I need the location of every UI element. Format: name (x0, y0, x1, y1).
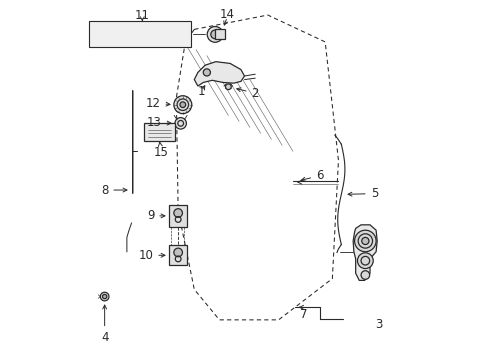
Polygon shape (112, 30, 135, 40)
Polygon shape (194, 62, 244, 86)
Circle shape (360, 271, 369, 279)
Text: 13: 13 (146, 116, 171, 129)
Polygon shape (144, 123, 174, 140)
Circle shape (354, 230, 375, 252)
Circle shape (98, 31, 104, 38)
Polygon shape (215, 30, 224, 40)
Circle shape (102, 294, 106, 299)
Text: 8: 8 (101, 184, 127, 197)
Circle shape (145, 33, 148, 36)
Circle shape (91, 24, 111, 44)
Polygon shape (352, 225, 376, 280)
Circle shape (207, 27, 223, 42)
Bar (88, 22, 190, 47)
Circle shape (142, 31, 151, 39)
Text: 3: 3 (374, 318, 382, 331)
Circle shape (152, 33, 156, 36)
Text: 14: 14 (219, 8, 234, 21)
Circle shape (180, 102, 185, 108)
Polygon shape (169, 245, 187, 265)
Circle shape (361, 237, 368, 244)
Circle shape (174, 96, 191, 114)
Text: 6: 6 (301, 169, 323, 182)
Text: 11: 11 (135, 9, 149, 22)
Circle shape (210, 30, 219, 39)
Circle shape (174, 209, 182, 217)
Text: 5: 5 (347, 187, 377, 200)
Polygon shape (136, 32, 141, 37)
Circle shape (175, 118, 186, 129)
Circle shape (225, 84, 231, 90)
Circle shape (174, 248, 182, 257)
Text: 15: 15 (154, 142, 168, 158)
Text: 12: 12 (145, 97, 170, 110)
Text: 9: 9 (146, 210, 164, 222)
Text: 7: 7 (300, 308, 307, 321)
Polygon shape (169, 205, 187, 226)
Text: 10: 10 (138, 249, 164, 262)
Circle shape (203, 69, 210, 76)
Text: 1: 1 (197, 85, 205, 98)
Text: 2: 2 (236, 87, 259, 100)
Circle shape (357, 253, 372, 269)
Circle shape (100, 292, 109, 301)
Circle shape (147, 28, 160, 41)
Text: 4: 4 (101, 305, 108, 344)
